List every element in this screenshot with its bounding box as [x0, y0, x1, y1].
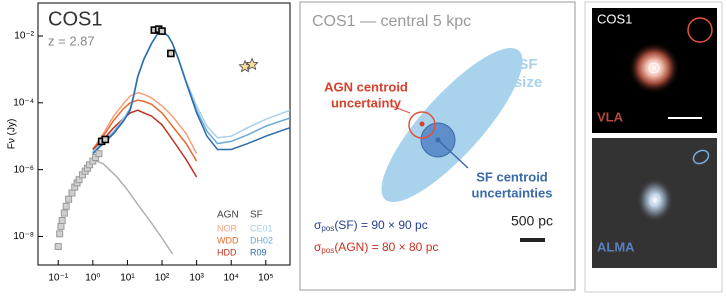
axes: 10⁻¹ 10⁰ 10¹ 10² 10³ 10⁴ 10⁵ 10⁻² 10⁻⁴ 10⁻⁶ 10⁻⁸ NO… — [13, 31, 273, 284]
sigma-symbol: σ — [314, 218, 322, 232]
scale-label: 500 pc — [511, 213, 553, 229]
model-line — [92, 109, 198, 178]
legend-entry: WDD — [217, 235, 239, 245]
data-point — [245, 57, 259, 71]
agn-label: uncertainty — [331, 95, 402, 110]
pointer — [437, 139, 469, 169]
x-tick-label: 10⁵ — [258, 273, 273, 284]
panel-frame — [584, 1, 723, 293]
x-tick-label: 10² — [155, 273, 170, 284]
data-point — [58, 217, 66, 225]
legend-header: AGN — [217, 210, 239, 221]
data-point — [65, 195, 73, 203]
y-tick-label: 10⁻⁸ — [13, 231, 34, 242]
data-point — [62, 202, 70, 210]
chart-title: COS1 — [48, 8, 102, 30]
data-point — [95, 150, 103, 158]
alma-source — [637, 178, 673, 222]
legend-entry: HDD — [217, 247, 237, 257]
legend-header: SF — [250, 210, 263, 221]
x-tick-label: 10¹ — [120, 273, 135, 284]
sigma-text: (AGN) = 80 × 80 pc — [334, 240, 438, 254]
x-tick-label: 10⁴ — [224, 273, 239, 284]
sigma-sub: pos — [321, 224, 334, 233]
y-axis-label: Fν (Jy) — [7, 119, 18, 150]
plot-frame — [37, 2, 291, 266]
panel-frame — [299, 1, 576, 291]
data-point — [54, 243, 62, 251]
x-tick-label: 10⁻¹ — [48, 273, 68, 284]
pointer — [391, 105, 411, 114]
sigma-symbol: σ — [314, 240, 322, 254]
data-point — [60, 209, 68, 217]
data-point — [57, 222, 65, 230]
sigma-sub: pos — [321, 246, 334, 255]
y-tick-label: 10⁻⁶ — [13, 164, 34, 175]
legend-entry: CE01 — [250, 223, 273, 233]
sigma-sf: σpos(SF) = 90 × 90 pc — [314, 218, 428, 233]
sf-centroid-label: uncertainties — [472, 185, 553, 200]
sf-size-ellipse — [381, 48, 523, 202]
sf-size-label: size — [514, 74, 542, 91]
vla-contour — [648, 62, 660, 74]
sf-size-label: SF — [518, 56, 537, 73]
legend-entry: R09 — [250, 247, 267, 257]
vla-source — [628, 42, 680, 94]
model-line — [92, 30, 290, 153]
model-line — [92, 158, 174, 255]
alma-contour — [649, 193, 661, 207]
target-label: COS1 — [597, 11, 632, 26]
vla-label: VLA — [597, 109, 624, 124]
data-point — [56, 230, 64, 238]
data-point — [167, 49, 175, 58]
sigma-text: (SF) = 90 × 90 pc — [334, 218, 427, 232]
legend-entry: DH02 — [250, 235, 273, 245]
x-tick-label: 10⁰ — [85, 273, 100, 284]
agn-label: AGN centroid — [324, 79, 408, 94]
sf-centroid-label: SF centroid — [476, 169, 548, 184]
model-line — [92, 99, 198, 162]
data-point — [158, 27, 166, 35]
vla-beam — [687, 17, 713, 43]
alma-beam — [692, 149, 710, 165]
data-point — [101, 135, 110, 144]
sf-centroid — [435, 137, 441, 143]
x-tick-label: 10³ — [189, 273, 204, 284]
sigma-agn: σpos(AGN) = 80 × 80 pc — [314, 240, 438, 255]
chart-subtitle: z = 2.87 — [48, 33, 95, 48]
plot-area — [54, 25, 290, 255]
panel-title: COS1 — central 5 kpc — [312, 13, 471, 30]
data-point — [68, 189, 76, 197]
y-tick-label: 10⁻² — [14, 31, 34, 42]
agn-centroid — [419, 121, 425, 127]
y-tick-label: 10⁻⁴ — [13, 97, 34, 108]
alma-label: ALMA — [597, 239, 635, 254]
legend-entry: NOR — [217, 223, 238, 233]
agn-centroid-circle — [408, 111, 436, 139]
model-line — [92, 91, 198, 155]
